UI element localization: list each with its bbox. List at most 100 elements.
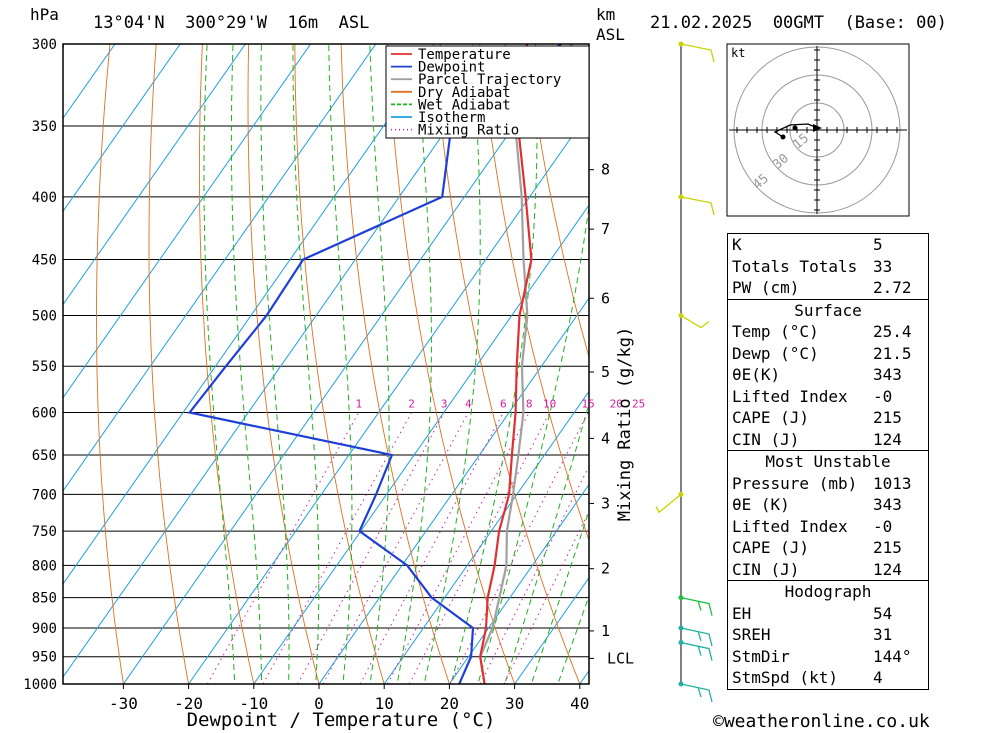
surface-value: 215 xyxy=(873,408,902,427)
dry-adiabat-line xyxy=(199,44,255,684)
dry-adiabat-line xyxy=(0,0,33,710)
hodograph-box-title: Hodograph xyxy=(784,582,872,601)
pressure-tick-label: 350 xyxy=(32,119,57,135)
hodograph-index-key: EH xyxy=(732,603,752,623)
hodograph-index-row: StmDir 144° xyxy=(728,646,928,668)
height-tick-label: 4 xyxy=(601,429,610,447)
wet-adiabat-line xyxy=(477,203,589,684)
wind-barb xyxy=(680,627,713,647)
surface-row: Temp (°C) 25.4 xyxy=(728,321,928,343)
hodograph-index-value: 31 xyxy=(873,625,893,644)
wind-barb xyxy=(680,196,715,216)
wind-barb xyxy=(680,314,710,329)
dewpoint-series-line xyxy=(187,44,562,684)
hodograph-arrow xyxy=(813,124,822,132)
most-unstable-value: 343 xyxy=(873,495,902,514)
hodograph-index-row: EH 54 xyxy=(728,603,928,625)
dry-adiabat-line xyxy=(247,44,320,684)
most-unstable-key: Lifted Index xyxy=(732,516,848,536)
temperature-series-line xyxy=(479,44,533,684)
mixing-ratio-line xyxy=(322,412,469,684)
pressure-tick-label: 650 xyxy=(32,448,57,464)
wind-barb xyxy=(680,683,713,703)
wet-adiabat-line xyxy=(328,44,353,684)
wet-adiabat-line xyxy=(423,44,481,684)
mixing-ratio-label: 10 xyxy=(543,397,556,410)
legend-label: Dry Adiabat xyxy=(418,85,511,101)
hodograph-index-value: 4 xyxy=(873,668,883,687)
temperature-tick-label: 40 xyxy=(570,694,589,713)
most-unstable-value: -0 xyxy=(873,516,893,536)
wet-adiabat-line xyxy=(504,401,589,684)
height-tick-label: 5 xyxy=(601,363,610,381)
hodograph-index-value: 144° xyxy=(873,646,912,666)
surface-value: -0 xyxy=(873,386,893,406)
pressure-tick-label: 900 xyxy=(32,621,57,637)
surface-key: θE(K) xyxy=(732,365,781,384)
surface-value: 124 xyxy=(873,429,902,449)
pressure-tick-label: 500 xyxy=(32,309,57,325)
dry-adiabat-line xyxy=(479,44,589,542)
parcel-trajectory-series-line xyxy=(479,125,529,684)
dry-adiabat-line xyxy=(294,44,385,684)
legend-label: Mixing Ratio xyxy=(418,123,519,139)
index-value: 5 xyxy=(873,235,883,254)
pressure-tick-label: 750 xyxy=(32,524,57,540)
wet-adiabat-line xyxy=(396,44,432,684)
height-tick-label: 6 xyxy=(601,289,610,307)
wet-adiabat-line xyxy=(230,44,263,684)
most-unstable-value: 1013 xyxy=(873,473,912,493)
mixing-ratio-line xyxy=(479,465,589,684)
pressure-tick-label: 300 xyxy=(32,37,57,53)
mixing-ratio-label: 8 xyxy=(526,397,533,410)
isotherm-line xyxy=(513,576,589,684)
height-tick-label: 8 xyxy=(601,161,610,179)
mixing-ratio-line xyxy=(449,412,589,684)
hodograph-trace xyxy=(773,123,816,138)
isotherm-line xyxy=(63,44,377,492)
surface-key: Dewp (°C) xyxy=(732,343,819,363)
isotherm-line xyxy=(63,44,312,399)
pressure-tick-label: 850 xyxy=(32,591,57,607)
pressure-unit-label: hPa xyxy=(30,5,59,24)
most-unstable-key: θE (K) xyxy=(732,495,790,514)
temperature-tick-label: -30 xyxy=(109,694,138,713)
mixing-ratio-axis-label: Mixing Ratio (g/kg) xyxy=(615,327,635,521)
legend-label: Wet Adiabat xyxy=(418,97,511,113)
hodograph-index-row: StmSpd (kt) 4 xyxy=(728,667,928,689)
hodograph-storm-motion xyxy=(780,134,786,140)
km-label: km xyxy=(596,5,616,24)
wet-adiabat-line xyxy=(292,44,320,684)
most-unstable-title: Most Unstable xyxy=(765,452,891,471)
hodograph-index-key: SREH xyxy=(732,625,771,644)
most-unstable-key: Pressure (mb) xyxy=(732,473,858,493)
wind-barb xyxy=(680,43,715,63)
index-row: PW (cm) 2.72 xyxy=(728,277,928,299)
most-unstable-row: Pressure (mb) 1013 xyxy=(728,473,928,495)
wind-barb xyxy=(655,493,682,514)
most-unstable-row: CIN (J) 124 xyxy=(728,559,928,581)
mixing-ratio-label: 6 xyxy=(500,397,507,410)
pressure-tick-label: 700 xyxy=(32,487,57,503)
hodograph-point xyxy=(792,125,798,131)
isotherm-line xyxy=(253,204,589,684)
isotherm-line xyxy=(63,44,247,306)
surface-row: θE(K) 343 xyxy=(728,364,928,386)
mixing-ratio-label: 4 xyxy=(465,397,472,410)
wet-adiabat-line xyxy=(203,44,236,684)
pressure-tick-label: 550 xyxy=(32,359,57,375)
location-title: 13°04'N 300°29'W 16m ASL xyxy=(93,13,370,33)
surface-row: CAPE (J) 215 xyxy=(728,407,928,429)
surface-key: Lifted Index xyxy=(732,386,848,406)
index-key: Totals Totals xyxy=(732,256,858,276)
isotherm-line xyxy=(0,0,118,710)
plot-frame xyxy=(62,43,590,685)
surface-value: 25.4 xyxy=(873,322,912,341)
height-tick-label: 3 xyxy=(601,494,610,512)
surface-value: 343 xyxy=(873,365,902,384)
temperature-tick-label: -20 xyxy=(174,694,203,713)
index-value: 2.72 xyxy=(873,278,912,297)
legend-label: Parcel Trajectory xyxy=(418,72,561,88)
dry-adiabat-line xyxy=(525,44,589,359)
